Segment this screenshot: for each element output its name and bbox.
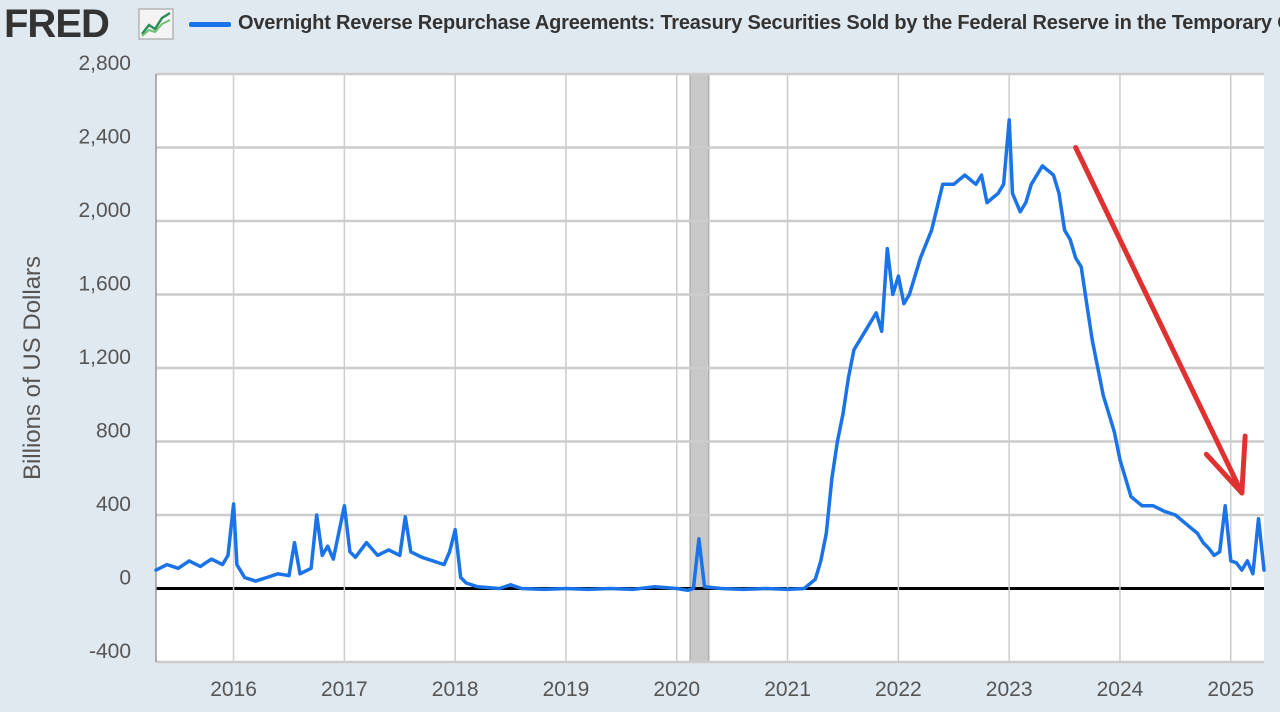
chart-header: FRED Overnight Reverse Repurchase Agreem… xyxy=(0,0,1280,50)
x-tick-label: 2019 xyxy=(543,678,590,701)
x-tick-label: 2021 xyxy=(764,678,811,701)
legend-swatch xyxy=(189,22,231,27)
x-tick-label: 2024 xyxy=(1097,678,1144,701)
y-tick-label: 2,000 xyxy=(78,199,131,222)
chart-title: Overnight Reverse Repurchase Agreements:… xyxy=(238,12,1280,34)
x-tick-label: 2016 xyxy=(210,678,257,701)
y-tick-label: 800 xyxy=(96,420,131,443)
annotation-arrow xyxy=(1073,145,1248,496)
line-chart-icon xyxy=(138,8,174,40)
series-group xyxy=(154,118,1266,593)
x-axis-ticks: 2016 2017 2018 2019 2020 2021 2022 2023 2024 2025 xyxy=(210,678,1254,701)
y-tick-label: 400 xyxy=(96,493,131,516)
x-tick-label: 2018 xyxy=(432,678,479,701)
fred-logo[interactable]: FRED xyxy=(4,2,110,46)
y-axis-ticks: 2,800 2,400 2,000 1,600 1,200 800 400 0 -400 xyxy=(78,52,131,663)
x-tick-label: 2020 xyxy=(653,678,700,701)
y-tick-label: 1,200 xyxy=(78,346,131,369)
y-tick-label: -400 xyxy=(89,640,131,663)
y-tick-label: 1,600 xyxy=(78,273,131,296)
x-tick-label: 2023 xyxy=(986,678,1033,701)
x-tick-label: 2017 xyxy=(321,678,368,701)
x-tick-label: 2025 xyxy=(1207,678,1254,701)
y-axis-label: Billions of US Dollars xyxy=(19,256,46,480)
gridlines xyxy=(156,72,1264,664)
y-tick-label: 0 xyxy=(119,567,131,590)
y-tick-label: 2,800 xyxy=(78,52,131,75)
x-tick-label: 2022 xyxy=(875,678,922,701)
y-tick-label: 2,400 xyxy=(78,126,131,149)
series-line xyxy=(154,118,1266,593)
